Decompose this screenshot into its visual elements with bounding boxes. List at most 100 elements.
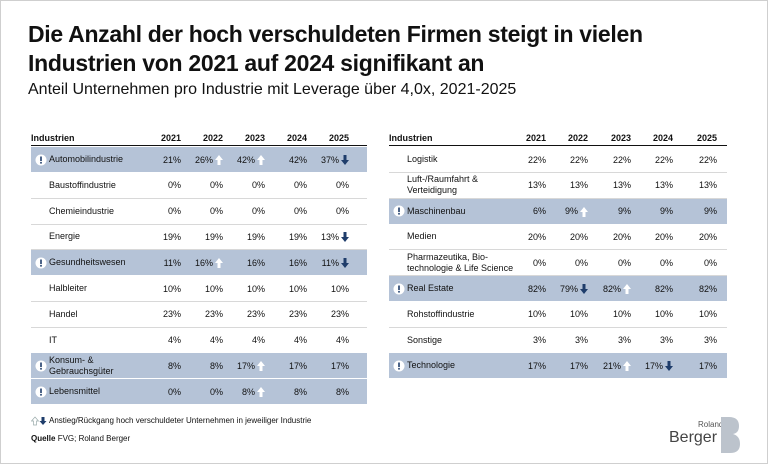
cell-value: 21% [162, 154, 181, 165]
legend-icon [31, 416, 47, 426]
cell-value: 8% [241, 386, 255, 397]
cell-value: 23% [288, 309, 307, 320]
alert-icon [35, 154, 47, 165]
table-row: Maschinenbau 6% 9% 9% 9% 9% [389, 198, 727, 225]
cell-value: 42% [288, 154, 307, 165]
trend-arrow [215, 258, 223, 269]
cell-value: 0% [335, 180, 349, 191]
cell-value: 13% [527, 180, 546, 191]
industry-name: Medien [407, 231, 437, 242]
cell-value: 8% [335, 386, 349, 397]
cell-value: 20% [654, 231, 673, 242]
cell-value: 0% [167, 180, 181, 191]
cell-value: 0% [209, 386, 223, 397]
table-row: Halbleiter 10% 10% 10% 10% 10% [31, 276, 367, 302]
cell-value: 3% [574, 335, 588, 346]
cell-value: 17% [330, 360, 349, 371]
table-row: Pharmazeutika, Bio-technologie & Life Sc… [389, 250, 727, 277]
source-text: FVG; Roland Berger [57, 434, 131, 443]
cell-value: 22% [569, 154, 588, 165]
table-row: IT 4% 4% 4% 4% 4% [31, 328, 367, 354]
cell-value: 20% [569, 231, 588, 242]
table-row: Automobilindustrie 21% 26% 42% 42% 37% [31, 147, 367, 173]
table-row: Chemieindustrie 0% 0% 0% 0% 0% [31, 199, 367, 225]
column-header: 2023 [244, 133, 265, 143]
cell-value: 0% [167, 386, 181, 397]
cell-value: 13% [320, 231, 339, 242]
logo-mark [721, 417, 740, 453]
cell-value: 8% [293, 386, 307, 397]
industry-name: Halbleiter [49, 283, 88, 293]
table-row: Lebensmittel 0% 0% 8% 8% 8% [31, 379, 367, 406]
cell-value: 0% [335, 206, 349, 217]
industry-name: Energie [49, 231, 81, 242]
cell-value: 22% [698, 154, 717, 165]
cell-value: 17% [698, 360, 717, 371]
cell-value: 10% [569, 309, 588, 320]
trend-arrow [257, 155, 265, 165]
cell-value: 17% [527, 360, 546, 371]
cell-value: 10% [288, 283, 307, 294]
cell-value: 10% [330, 283, 349, 294]
cell-value: 0% [209, 206, 223, 217]
cell-value: 22% [612, 154, 631, 165]
source-label: Quelle [31, 434, 56, 443]
trend-arrow [341, 155, 349, 165]
cell-value: 10% [527, 309, 546, 320]
cell-value: 17% [236, 360, 255, 371]
cell-value: 9% [564, 206, 578, 217]
cell-value: 10% [612, 309, 631, 320]
cell-value: 16% [288, 257, 307, 268]
trend-arrow [215, 155, 223, 165]
cell-value: 4% [167, 335, 181, 346]
alert-icon [393, 360, 405, 372]
cell-value: 10% [654, 309, 673, 320]
cell-value: 23% [330, 309, 349, 320]
cell-value: 19% [288, 231, 307, 242]
cell-value: 6% [532, 206, 546, 217]
column-header: 2024 [652, 133, 673, 143]
trend-arrow [623, 284, 631, 294]
cell-value: 3% [703, 335, 717, 346]
alert-icon [35, 360, 47, 372]
industry-name: Rohstoffindustrie [407, 308, 475, 319]
cell-value: 3% [659, 335, 673, 346]
cell-value: 82% [602, 283, 621, 294]
cell-value: 23% [246, 309, 265, 320]
cell-value: 0% [251, 206, 265, 217]
trend-arrow [665, 361, 673, 372]
cell-value: 20% [698, 231, 717, 242]
cell-value: 23% [162, 309, 181, 320]
cell-value: 26% [194, 154, 213, 165]
cell-value: 0% [703, 257, 717, 268]
alert-icon [35, 386, 47, 398]
cell-value: 8% [209, 360, 223, 371]
cell-value: 13% [654, 180, 673, 191]
cell-value: 11% [163, 257, 181, 268]
cell-value: 23% [204, 309, 223, 320]
cell-value: 9% [617, 206, 631, 217]
cell-value: 13% [698, 180, 717, 191]
cell-value: 17% [288, 360, 307, 371]
cell-value: 19% [246, 231, 265, 242]
trend-arrow [257, 387, 265, 398]
column-header: 2022 [567, 133, 588, 143]
title: Die Anzahl der hoch verschuldeten Firmen… [28, 21, 643, 47]
cell-value: 20% [527, 231, 546, 242]
industry-name: Sonstige [407, 334, 443, 345]
table-row: Medien 20% 20% 20% 20% 20% [389, 224, 727, 251]
cell-value: 17% [569, 360, 588, 371]
industry-name: Logistik [407, 154, 438, 164]
cell-value: 8% [167, 360, 181, 371]
column-header: 2025 [696, 133, 717, 143]
industry-name: Pharmazeutika, Bio-technologie & Life Sc… [407, 251, 514, 273]
table-row: Handel 23% 23% 23% 23% 23% [31, 302, 367, 328]
cell-value: 19% [162, 231, 181, 242]
trend-arrow [580, 206, 588, 217]
cell-value: 19% [204, 231, 223, 242]
table-row: Energie 19% 19% 19% 19% 13% [31, 224, 367, 251]
cell-value: 11% [321, 257, 339, 268]
industry-name: Luft-/Raumfahrt & Verteidigung [407, 174, 479, 196]
industry-name: Gesundheitswesen [49, 257, 126, 268]
